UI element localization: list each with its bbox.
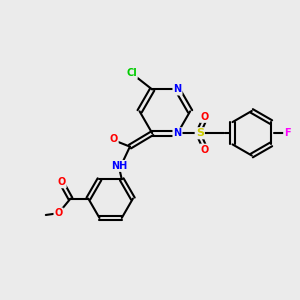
Text: O: O bbox=[110, 134, 118, 144]
Text: O: O bbox=[58, 177, 66, 187]
Text: Cl: Cl bbox=[126, 68, 137, 78]
Text: O: O bbox=[200, 112, 208, 122]
Text: N: N bbox=[173, 128, 181, 138]
Text: O: O bbox=[55, 208, 63, 218]
Text: N: N bbox=[173, 85, 181, 94]
Text: F: F bbox=[284, 128, 291, 138]
Text: O: O bbox=[200, 145, 208, 154]
Text: NH: NH bbox=[111, 161, 128, 171]
Text: S: S bbox=[196, 128, 204, 138]
